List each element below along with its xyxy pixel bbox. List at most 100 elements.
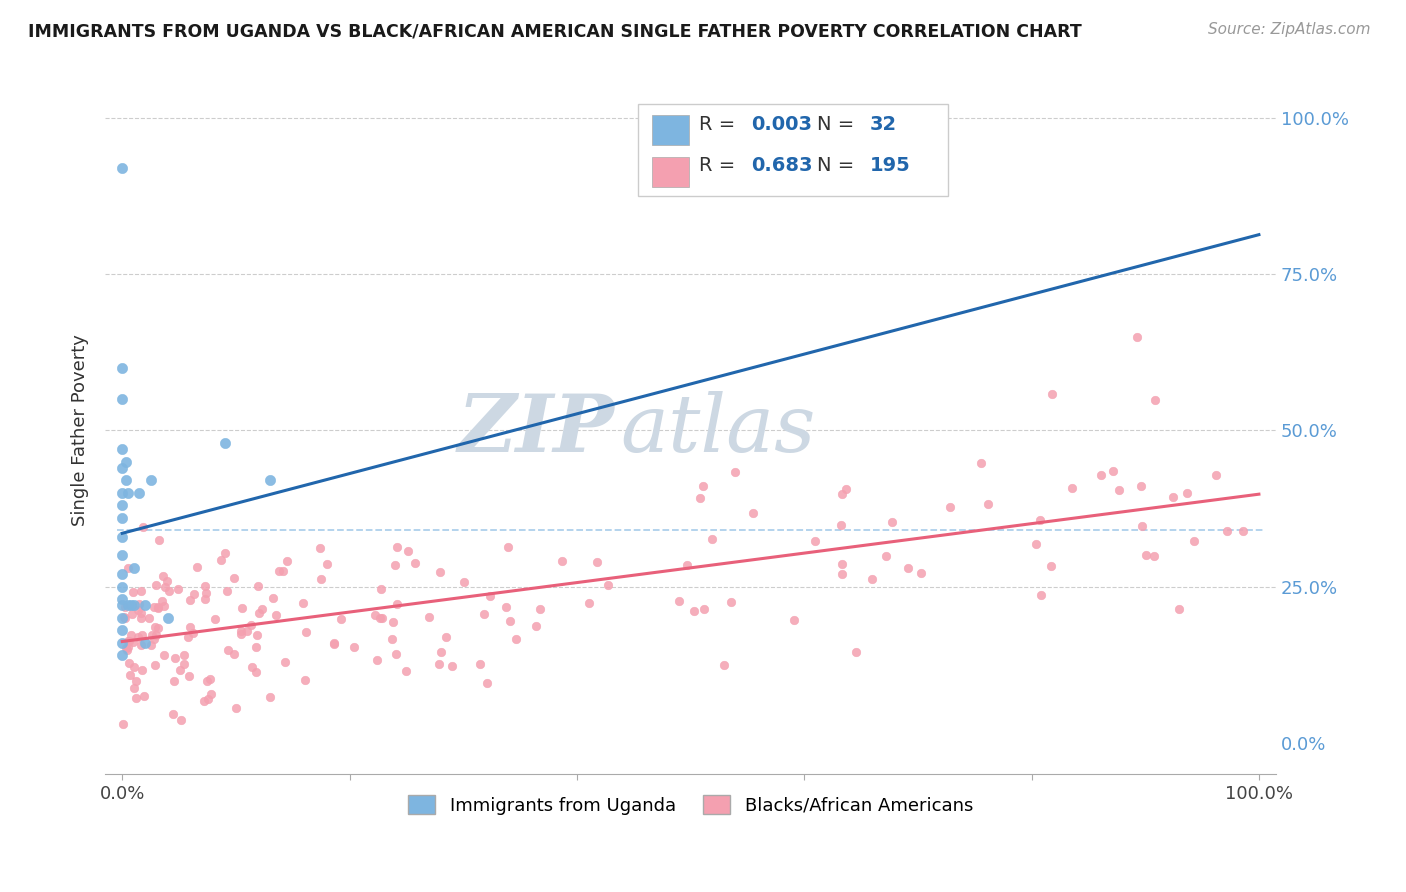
Point: [111, 161, 134, 175]
Point: [197, 691, 219, 706]
Point: [682, 604, 704, 618]
Point: [551, 554, 574, 568]
Point: [163, 673, 186, 688]
Point: [134, 599, 156, 613]
Point: [875, 549, 897, 563]
Point: [831, 566, 853, 581]
Point: [1040, 558, 1063, 573]
Point: [845, 645, 868, 659]
Point: [114, 610, 136, 624]
Point: [169, 663, 191, 677]
Point: [128, 597, 150, 611]
Point: [125, 690, 148, 705]
Point: [229, 624, 252, 639]
Point: [183, 587, 205, 601]
Point: [131, 628, 153, 642]
Point: [271, 565, 294, 579]
Point: [141, 628, 163, 642]
Point: [1101, 464, 1123, 478]
Point: [692, 479, 714, 493]
Point: [143, 619, 166, 633]
Point: [1130, 519, 1153, 533]
Point: [115, 643, 138, 657]
Point: [468, 657, 491, 671]
Point: [129, 606, 152, 620]
Point: [129, 610, 152, 624]
Point: [111, 442, 134, 456]
Point: [177, 669, 200, 683]
Point: [1175, 486, 1198, 500]
Point: [111, 529, 134, 543]
Point: [1025, 537, 1047, 551]
Point: [127, 603, 149, 617]
Point: [146, 621, 169, 635]
Point: [117, 640, 139, 654]
Point: [910, 566, 932, 580]
Point: [214, 435, 236, 450]
Point: [111, 636, 134, 650]
Point: [343, 640, 366, 655]
Point: [250, 601, 273, 615]
Point: [111, 611, 134, 625]
Point: [264, 607, 287, 622]
Point: [1108, 483, 1130, 498]
Point: [194, 586, 217, 600]
Text: Source: ZipAtlas.com: Source: ZipAtlas.com: [1208, 22, 1371, 37]
Point: [1029, 588, 1052, 602]
Point: [495, 600, 517, 615]
Point: [153, 580, 176, 594]
Point: [111, 549, 134, 563]
Point: [713, 658, 735, 673]
Point: [117, 599, 139, 613]
Text: ZIP: ZIP: [457, 392, 614, 469]
Point: [145, 578, 167, 592]
Point: [170, 713, 193, 727]
Point: [173, 648, 195, 663]
Point: [225, 701, 247, 715]
Point: [152, 648, 174, 662]
Point: [112, 609, 135, 624]
Point: [111, 485, 134, 500]
Point: [384, 558, 406, 573]
FancyBboxPatch shape: [652, 157, 689, 187]
Point: [111, 580, 134, 594]
Point: [1143, 393, 1166, 408]
Point: [139, 473, 162, 487]
Point: [472, 607, 495, 622]
Point: [122, 599, 145, 613]
Point: [111, 592, 134, 607]
Point: [505, 632, 527, 646]
Point: [146, 601, 169, 615]
Point: [186, 560, 208, 574]
Point: [309, 572, 332, 586]
Point: [970, 456, 993, 470]
Point: [143, 657, 166, 672]
Point: [830, 517, 852, 532]
Point: [115, 640, 138, 655]
Point: [862, 572, 884, 586]
Point: [720, 595, 742, 609]
Point: [246, 627, 269, 641]
Point: [245, 640, 267, 655]
Point: [111, 599, 134, 613]
Point: [247, 607, 270, 621]
Point: [897, 560, 920, 574]
Point: [700, 532, 723, 546]
Point: [329, 612, 352, 626]
Point: [427, 657, 450, 672]
Point: [236, 624, 259, 639]
Point: [430, 645, 453, 659]
Legend: Immigrants from Uganda, Blacks/African Americans: Immigrants from Uganda, Blacks/African A…: [399, 786, 981, 823]
Point: [368, 611, 391, 625]
Point: [195, 673, 218, 688]
Point: [578, 596, 600, 610]
Point: [499, 614, 522, 628]
Point: [385, 540, 408, 554]
Point: [882, 515, 904, 529]
Point: [111, 392, 134, 406]
Point: [117, 633, 139, 648]
Point: [276, 554, 298, 568]
Point: [114, 454, 136, 468]
FancyBboxPatch shape: [638, 103, 948, 196]
Point: [131, 663, 153, 677]
